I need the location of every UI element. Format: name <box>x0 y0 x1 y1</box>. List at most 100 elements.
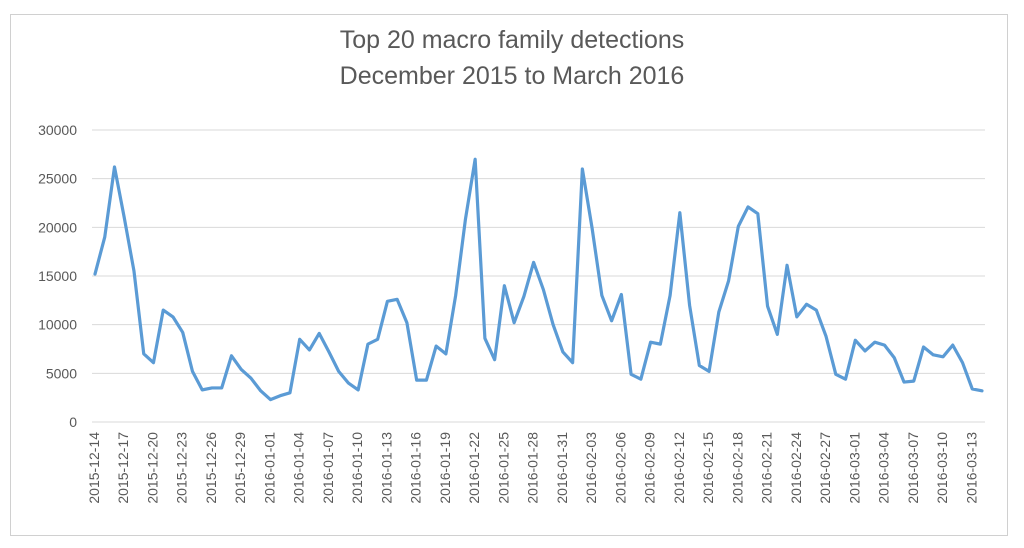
x-tick-label: 2016-01-01 <box>261 432 277 504</box>
x-tick-label: 2016-03-01 <box>846 432 862 504</box>
data-point <box>746 205 750 209</box>
data-point <box>376 338 379 341</box>
data-point <box>932 353 935 357</box>
data-point <box>249 377 253 380</box>
x-tick-label: 2016-01-07 <box>320 432 336 504</box>
x-axis-ticks: 2015-12-14 2015-12-17 2015-12-20 2015-12-23… <box>86 432 979 504</box>
data-point <box>298 338 301 341</box>
data-point <box>493 358 496 361</box>
data-point <box>132 269 136 273</box>
data-point <box>532 261 535 264</box>
data-point <box>688 304 691 307</box>
data-point <box>590 227 594 230</box>
data-point <box>795 315 799 319</box>
x-tick-label: 2016-01-16 <box>408 432 424 504</box>
y-tick-label: 10000 <box>38 317 77 333</box>
y-tick-label: 0 <box>69 414 77 430</box>
data-point <box>600 294 604 297</box>
data-point <box>483 337 487 340</box>
x-tick-label: 2016-02-03 <box>583 432 599 504</box>
x-tick-label: 2016-01-19 <box>437 432 453 504</box>
data-point <box>659 342 662 346</box>
data-point <box>737 225 740 228</box>
x-tick-label: 2015-12-17 <box>115 432 131 504</box>
data-point <box>717 310 721 314</box>
data-point <box>386 300 389 303</box>
data-point <box>610 319 613 322</box>
data-point <box>464 218 467 221</box>
data-point <box>629 373 633 376</box>
data-point <box>678 211 682 214</box>
data-point <box>980 389 984 393</box>
data-point <box>912 379 915 383</box>
data-point <box>425 378 428 382</box>
data-point <box>844 377 847 381</box>
data-point <box>201 388 204 392</box>
data-point <box>805 303 808 306</box>
chart-title-line2: December 2015 to March 2016 <box>339 62 685 90</box>
chart-frame <box>10 14 1008 536</box>
data-point <box>327 350 331 354</box>
y-tick-label: 20000 <box>38 219 77 235</box>
x-tick-label: 2016-02-09 <box>642 432 658 504</box>
data-point <box>347 381 350 385</box>
data-point <box>288 391 292 394</box>
data-point <box>454 294 457 297</box>
data-point <box>581 167 584 171</box>
data-point <box>756 212 760 215</box>
x-tick-label: 2016-02-24 <box>788 432 804 504</box>
data-point <box>240 368 243 371</box>
data-point <box>405 321 409 324</box>
data-point <box>785 264 789 267</box>
data-point <box>366 342 370 346</box>
series-line <box>93 157 984 402</box>
y-tick-label: 30000 <box>38 122 77 138</box>
x-tick-label: 2016-01-25 <box>495 432 511 504</box>
data-point <box>873 340 876 344</box>
x-tick-label: 2016-02-15 <box>700 432 716 504</box>
data-point <box>278 394 282 397</box>
data-point <box>210 386 214 390</box>
data-point <box>337 370 340 373</box>
data-point <box>220 386 223 390</box>
data-point <box>181 331 184 334</box>
x-tick-label: 2016-03-13 <box>963 432 979 504</box>
data-point <box>561 350 565 354</box>
data-point <box>444 352 448 356</box>
x-tick-label: 2016-01-10 <box>349 432 365 504</box>
x-tick-label: 2016-03-07 <box>905 432 921 504</box>
y-tick-label: 25000 <box>38 171 77 187</box>
x-tick-label: 2015-12-29 <box>232 432 248 504</box>
x-tick-label: 2015-12-23 <box>174 432 190 504</box>
data-point <box>961 361 964 364</box>
data-point <box>542 288 545 291</box>
data-point <box>113 165 116 169</box>
x-tick-label: 2016-01-31 <box>554 432 570 504</box>
data-point <box>893 356 896 359</box>
x-tick-label: 2016-03-04 <box>876 432 892 504</box>
data-point <box>317 332 321 335</box>
data-point <box>776 333 779 336</box>
data-point <box>883 343 886 347</box>
x-tick-label: 2015-12-20 <box>144 432 160 504</box>
data-point <box>503 284 506 287</box>
data-point <box>152 361 155 364</box>
x-tick-label: 2016-01-22 <box>466 432 482 504</box>
data-point <box>815 308 818 312</box>
x-tick-label: 2016-01-28 <box>525 432 541 504</box>
data-point <box>766 304 769 308</box>
x-tick-label: 2016-01-04 <box>291 432 307 504</box>
data-point <box>269 398 272 401</box>
data-point <box>727 279 730 283</box>
x-tick-label: 2015-12-26 <box>203 432 219 504</box>
x-tick-label: 2016-02-21 <box>759 432 775 504</box>
x-tick-label: 2016-03-10 <box>934 432 950 504</box>
data-point <box>834 373 837 376</box>
data-point <box>171 315 175 319</box>
data-point <box>259 389 262 393</box>
x-tick-label: 2016-02-27 <box>817 432 833 504</box>
data-point <box>395 298 399 301</box>
data-point <box>922 345 925 349</box>
data-point <box>941 355 945 358</box>
